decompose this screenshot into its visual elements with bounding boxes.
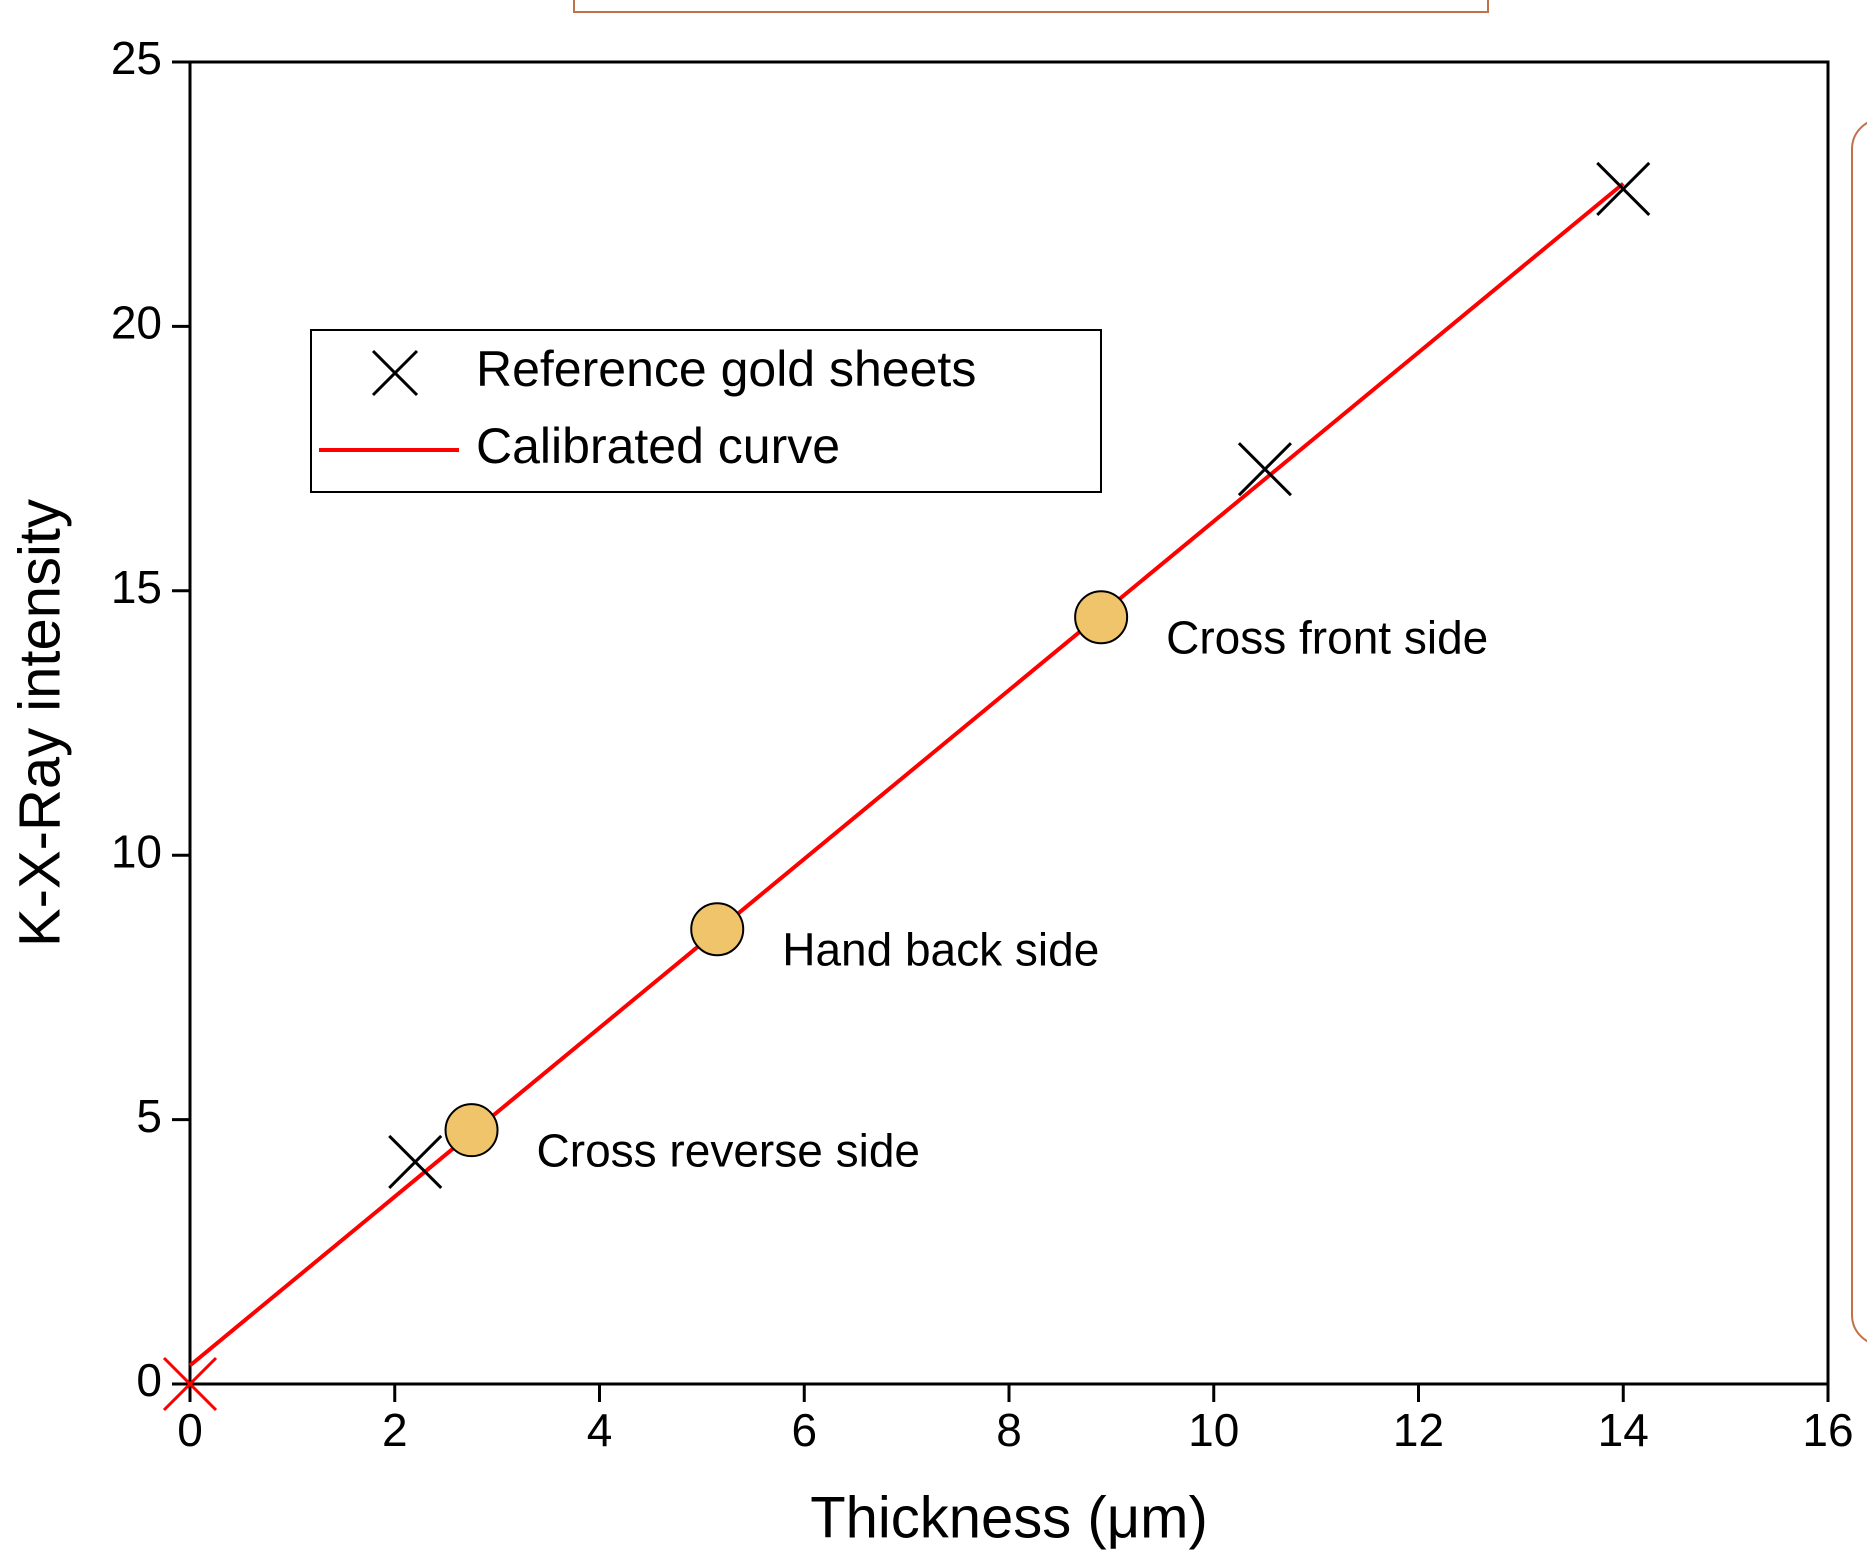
calibrated-line	[188, 182, 1625, 1368]
y-tick-label: 5	[136, 1090, 162, 1142]
x-tick-label: 2	[382, 1404, 408, 1456]
plot-frame	[188, 60, 1830, 1386]
cross-marker	[162, 1356, 218, 1412]
x-tick-label: 4	[587, 1404, 613, 1456]
legend-marker	[371, 349, 419, 397]
y-tick-label: 25	[111, 32, 162, 84]
legend-label: Calibrated curve	[476, 418, 840, 474]
x-tick-label: 16	[1802, 1404, 1853, 1456]
x-tick-label: 14	[1598, 1404, 1649, 1456]
y-tick-label: 0	[136, 1354, 162, 1406]
legend-box	[310, 329, 1102, 493]
x-axis-title: Thickness (μm)	[810, 1485, 1208, 1550]
y-tick-label: 15	[111, 561, 162, 613]
x-tick-label: 12	[1393, 1404, 1444, 1456]
annotation-label: Hand back side	[782, 923, 1099, 975]
sample-point	[444, 1103, 499, 1158]
y-tick-label: 20	[111, 297, 162, 349]
cross-marker	[1237, 442, 1293, 497]
x-tick-label: 8	[996, 1404, 1022, 1456]
annotation-label: Cross front side	[1166, 611, 1488, 663]
x-tick-label: 0	[177, 1404, 203, 1456]
x-tick-label: 10	[1188, 1404, 1239, 1456]
annotation-label: Cross reverse side	[537, 1124, 920, 1176]
y-axis-title: K-X-Ray intensity	[7, 499, 72, 947]
cross-marker	[1596, 161, 1651, 216]
sample-point	[690, 902, 745, 957]
decor-box	[573, 0, 1489, 13]
sample-point	[1074, 590, 1129, 645]
y-tick-label: 10	[111, 825, 162, 877]
decor-box	[1851, 121, 1867, 1343]
x-tick-label: 6	[791, 1404, 817, 1456]
cross-marker	[388, 1134, 443, 1189]
legend-label: Reference gold sheets	[476, 341, 976, 397]
